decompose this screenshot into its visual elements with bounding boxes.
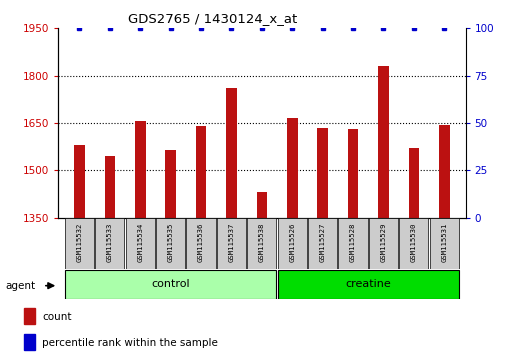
Text: GSM115538: GSM115538 — [259, 223, 264, 262]
Bar — [95, 218, 124, 269]
Text: count: count — [42, 312, 72, 322]
Bar — [347, 129, 358, 218]
Bar — [226, 88, 236, 218]
Bar — [65, 218, 94, 269]
Bar — [277, 218, 306, 269]
Bar — [165, 150, 176, 218]
Bar — [24, 308, 35, 324]
Text: GSM115535: GSM115535 — [167, 223, 173, 262]
Bar — [135, 121, 145, 218]
Bar — [65, 270, 276, 298]
Bar — [277, 270, 458, 298]
Text: GSM115530: GSM115530 — [410, 223, 416, 262]
Text: GSM115534: GSM115534 — [137, 223, 143, 262]
Bar — [24, 334, 35, 350]
Text: GSM115537: GSM115537 — [228, 223, 234, 262]
Bar — [398, 218, 428, 269]
Text: creatine: creatine — [345, 279, 390, 289]
Text: GSM115527: GSM115527 — [319, 223, 325, 262]
Text: GSM115536: GSM115536 — [197, 223, 204, 262]
Bar — [368, 218, 397, 269]
Bar — [217, 218, 245, 269]
Bar — [317, 128, 327, 218]
Text: agent: agent — [5, 281, 35, 291]
Text: GSM115531: GSM115531 — [440, 223, 446, 262]
Bar — [247, 218, 276, 269]
Text: GDS2765 / 1430124_x_at: GDS2765 / 1430124_x_at — [128, 12, 296, 25]
Text: GSM115526: GSM115526 — [289, 223, 295, 262]
Text: GSM115533: GSM115533 — [107, 223, 113, 262]
Bar — [429, 218, 458, 269]
Bar — [408, 148, 418, 218]
Bar — [186, 218, 215, 269]
Bar — [125, 218, 155, 269]
Text: GSM115528: GSM115528 — [349, 223, 356, 262]
Bar — [377, 66, 388, 218]
Text: control: control — [151, 279, 189, 289]
Bar — [338, 218, 367, 269]
Text: GSM115529: GSM115529 — [380, 223, 386, 262]
Bar — [308, 218, 336, 269]
Text: GSM115532: GSM115532 — [76, 223, 82, 262]
Bar — [156, 218, 185, 269]
Bar — [195, 126, 206, 218]
Bar — [438, 125, 448, 218]
Bar — [105, 156, 115, 218]
Bar — [74, 145, 85, 218]
Bar — [286, 118, 297, 218]
Bar — [256, 193, 267, 218]
Text: percentile rank within the sample: percentile rank within the sample — [42, 338, 218, 348]
